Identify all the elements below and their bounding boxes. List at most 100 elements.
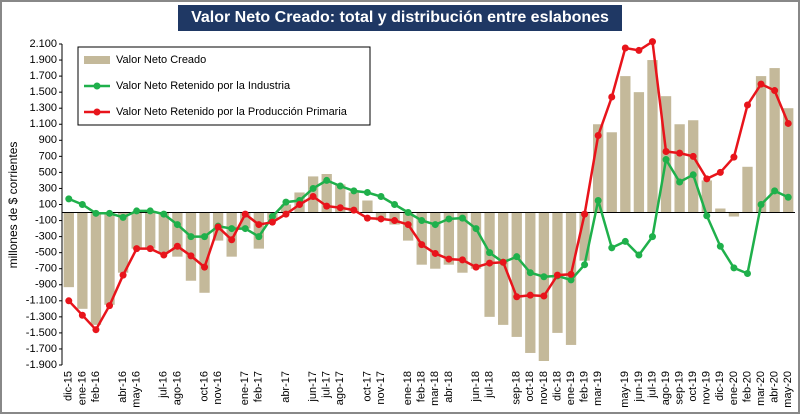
point [648, 233, 656, 241]
y-tick-label: -1.100 [26, 295, 57, 307]
chart-title: Valor Neto Creado: total y distribución … [191, 9, 609, 26]
x-tick-label: dic-19 [714, 371, 726, 401]
bar [117, 212, 129, 273]
point [594, 196, 602, 204]
point [458, 214, 466, 222]
bar [145, 212, 156, 249]
point [431, 221, 439, 229]
point [404, 209, 412, 217]
point [676, 149, 684, 157]
point [106, 302, 114, 310]
point [662, 156, 670, 164]
y-tick-label: -900 [35, 279, 57, 291]
point [133, 207, 141, 215]
x-tick-label: jun-19 [633, 371, 645, 403]
bar [593, 124, 604, 213]
bar [416, 212, 427, 265]
bar [470, 212, 482, 269]
y-tick-label: 1.100 [29, 118, 57, 130]
point [567, 270, 575, 278]
point [241, 225, 249, 233]
bar [280, 204, 292, 213]
point [431, 249, 439, 257]
x-tick-label: ene-17 [239, 371, 251, 405]
y-tick-label: -1.300 [26, 311, 57, 323]
point [540, 273, 548, 281]
y-tick-label: 100 [39, 198, 57, 210]
legend-box [77, 46, 371, 126]
point [119, 271, 127, 279]
point [255, 221, 263, 229]
point [336, 182, 344, 190]
x-tick-label: nov-16 [212, 371, 224, 405]
bar [742, 166, 753, 213]
point [445, 215, 453, 223]
point [119, 213, 127, 221]
bar [769, 68, 780, 213]
x-tick-label: ene-18 [402, 371, 414, 405]
x-tick-label: sep-18 [511, 371, 523, 405]
point [418, 241, 426, 249]
point [635, 46, 643, 54]
x-tick-label: nov-17 [375, 371, 387, 405]
x-tick-label: mar-18 [429, 371, 441, 406]
point [743, 270, 751, 278]
x-tick-label: abr-20 [769, 371, 781, 403]
point [214, 223, 222, 231]
legend-swatch [84, 56, 110, 64]
x-tick-label: feb-20 [741, 371, 753, 402]
bar [728, 212, 740, 217]
bar [77, 212, 88, 309]
x-tick-label: jul-18 [483, 371, 495, 399]
bar [579, 212, 590, 261]
point [173, 242, 181, 250]
y-tick-label: -100 [35, 214, 57, 226]
bar [497, 212, 509, 325]
x-tick-label: ago-17 [334, 371, 346, 405]
point [187, 252, 195, 260]
x-tick-label: dic-15 [63, 371, 75, 401]
bar [131, 212, 142, 249]
x-tick-label: abr-18 [443, 371, 455, 403]
title-box [178, 5, 622, 31]
point [472, 263, 480, 271]
bar [755, 76, 767, 213]
point [282, 210, 290, 218]
point [581, 261, 589, 269]
point [377, 192, 385, 200]
point [526, 269, 534, 277]
point [499, 258, 507, 266]
point [323, 176, 331, 184]
point [730, 264, 738, 272]
point [716, 168, 724, 176]
point [771, 187, 779, 195]
x-tick-label: oct-19 [687, 371, 699, 402]
point [363, 214, 371, 222]
point [513, 293, 521, 301]
bar [362, 200, 373, 213]
point [92, 209, 100, 217]
y-tick-label: 1.500 [29, 86, 57, 98]
bar [172, 212, 183, 257]
bar [240, 212, 251, 229]
x-tick-label: ene-20 [728, 371, 740, 405]
bar [158, 212, 169, 253]
point [553, 271, 561, 279]
y-tick-label: 500 [39, 166, 57, 178]
point [743, 101, 751, 109]
point [173, 221, 181, 229]
x-tick-label: feb-19 [579, 371, 591, 402]
point [228, 225, 236, 233]
point [486, 259, 494, 267]
x-tick-label: jun-17 [307, 371, 319, 403]
y-tick-label: 1.900 [29, 54, 57, 66]
bar [620, 76, 631, 213]
point [662, 148, 670, 156]
legend-swatch [93, 108, 101, 116]
point [689, 171, 697, 179]
x-tick-label: ago-16 [171, 371, 183, 405]
point [296, 201, 304, 208]
y-tick-label: -300 [35, 231, 57, 243]
point [404, 221, 412, 229]
